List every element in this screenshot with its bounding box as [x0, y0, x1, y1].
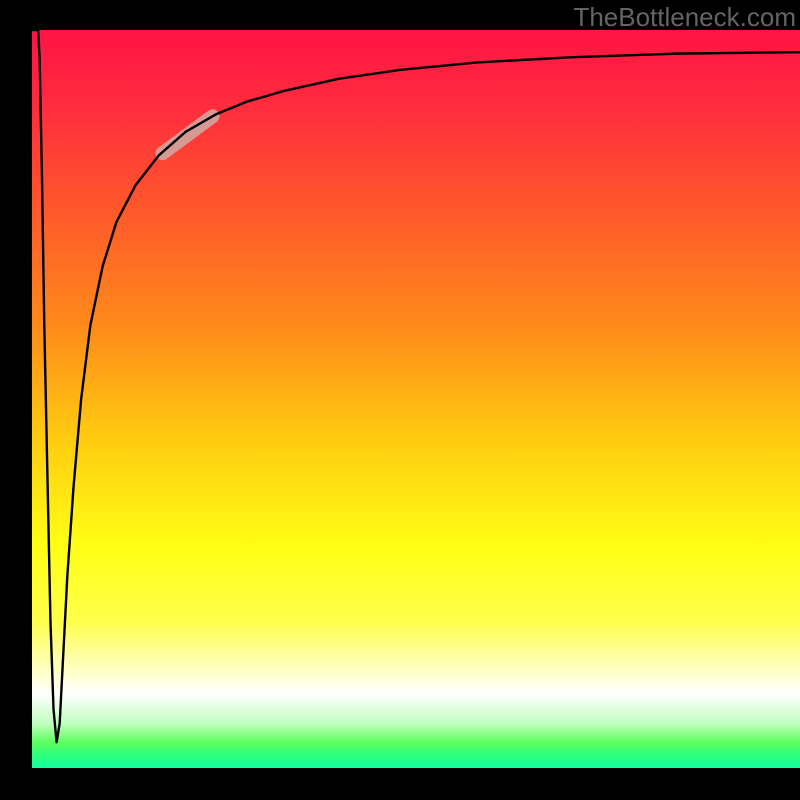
bottleneck-curve: [32, 30, 800, 742]
watermark-text: TheBottleneck.com: [573, 2, 796, 33]
chart-container: TheBottleneck.com: [0, 0, 800, 800]
curve-layer: [32, 30, 800, 768]
plot-area: [32, 30, 800, 768]
